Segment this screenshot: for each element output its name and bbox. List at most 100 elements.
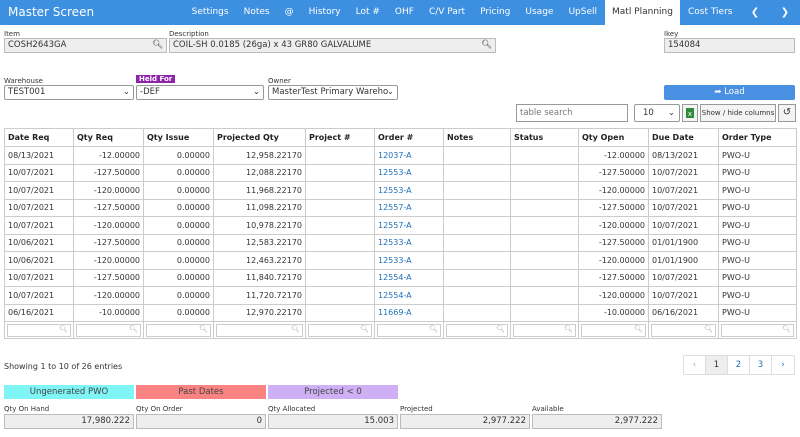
table-cell: 11,840.72170 — [213, 268, 306, 287]
column-header[interactable]: Qty Issue — [143, 128, 214, 147]
refresh-button[interactable]: ↺ — [778, 104, 796, 122]
table-cell[interactable]: 12557-A — [374, 198, 444, 217]
table-cell: PWO-U — [718, 303, 797, 322]
table-cell: PWO-U — [718, 198, 797, 217]
filter-input[interactable]: 🔍︎ — [146, 323, 211, 337]
table-cell: 0.00000 — [143, 216, 214, 235]
column-header[interactable]: Qty Open — [578, 128, 649, 147]
table-cell: -127.50000 — [578, 268, 649, 287]
tab[interactable]: Cost Tiers — [687, 7, 733, 17]
top-bar: Master Screen Settings Notes @ History Lot #… — [0, 0, 800, 25]
warehouse-value: TEST001 — [8, 87, 46, 97]
table-cell[interactable]: 12553-A — [374, 163, 444, 182]
ikey-input[interactable]: 154084 — [664, 38, 795, 53]
table-cell: -120.00000 — [73, 181, 144, 200]
table-cell: 0.00000 — [143, 303, 214, 322]
total-field: Qty On Hand 17,980.222 — [4, 405, 134, 429]
tab-arrow[interactable]: ❯ — [780, 7, 790, 18]
column-header[interactable]: Status — [510, 128, 579, 147]
item-input[interactable]: COSH2643GA 🔍︎ — [4, 38, 167, 53]
table-cell: 10/07/2021 — [648, 216, 719, 235]
filter-input[interactable]: 🔍︎ — [377, 323, 441, 337]
page-next[interactable]: › — [781, 360, 785, 370]
table-cell[interactable]: 12554-A — [374, 286, 444, 305]
held-for-select[interactable]: -DEF ⌄ — [136, 85, 264, 100]
page-link[interactable]: 3 — [750, 356, 772, 374]
filter-input[interactable]: 🔍︎ — [721, 323, 794, 337]
tab[interactable]: OHF — [394, 7, 414, 17]
table-cell: PWO-U — [718, 286, 797, 305]
tab[interactable]: @ — [284, 7, 294, 17]
column-header[interactable]: Project # — [305, 128, 375, 147]
search-icon[interactable]: 🔍︎ — [152, 40, 163, 50]
warehouse-select[interactable]: TEST001 ⌄ — [4, 85, 134, 100]
tab-arrow[interactable]: ❮ — [750, 7, 760, 18]
pagination: ‹ 1 2 3 › — [683, 355, 795, 375]
tab[interactable]: Settings — [191, 7, 229, 17]
column-header[interactable]: Order Type — [718, 128, 797, 147]
description-input[interactable]: COIL-SH 0.0185 (26ga) x 43 GR80 GALVALUM… — [169, 38, 496, 53]
excel-export[interactable]: x — [682, 104, 698, 122]
filter-input[interactable]: 🔍︎ — [216, 323, 303, 337]
filter-input[interactable]: 🔍︎ — [76, 323, 141, 337]
table-cell[interactable]: 12554-A — [374, 268, 444, 287]
table-cell: -127.50000 — [578, 233, 649, 252]
column-header[interactable]: Due Date — [648, 128, 719, 147]
table-cell[interactable]: 12533-A — [374, 251, 444, 270]
tab[interactable]: Pricing — [480, 7, 511, 17]
table-search[interactable]: table search — [516, 104, 628, 122]
empty-cell — [305, 303, 375, 322]
filter-input[interactable]: 🔍︎ — [581, 323, 646, 337]
filter-input[interactable]: 🔍︎ — [7, 323, 71, 337]
tab[interactable]: Lot # — [355, 7, 380, 17]
filter-input[interactable]: 🔍︎ — [651, 323, 716, 337]
page-link[interactable]: 1 — [706, 356, 728, 374]
empty-cell — [443, 163, 511, 182]
filter-input[interactable]: 🔍︎ — [513, 323, 576, 337]
page-link[interactable]: 2 — [728, 356, 750, 374]
table-row: 10/07/2021 -120.00000 0.00000 11,968.22170 1… — [4, 181, 797, 200]
owner-select[interactable]: MasterTest Primary Wareho ⌄ — [268, 85, 398, 100]
tab[interactable]: Usage — [525, 7, 554, 17]
page-size-select[interactable]: 10 ⌄ — [634, 104, 680, 122]
page-prev[interactable]: ‹ — [684, 356, 706, 374]
column-header[interactable]: Order # — [374, 128, 444, 147]
empty-cell — [443, 146, 511, 165]
filter-input[interactable]: 🔍︎ — [446, 323, 508, 337]
column-header[interactable]: Date Req — [4, 128, 74, 147]
search-icon[interactable]: 🔍︎ — [481, 40, 492, 50]
column-header[interactable]: Notes — [443, 128, 511, 147]
tab[interactable]: History — [308, 7, 341, 17]
table-cell[interactable]: 11669-A — [374, 303, 444, 322]
table-cell: -12.00000 — [73, 146, 144, 165]
empty-cell — [443, 198, 511, 217]
empty-cell — [443, 251, 511, 270]
table-cell: -127.50000 — [73, 268, 144, 287]
table-cell: -127.50000 — [578, 198, 649, 217]
table-cell[interactable]: 12533-A — [374, 233, 444, 252]
tab[interactable]: Matl Planning — [604, 0, 681, 25]
tab[interactable]: C/V Part — [428, 7, 466, 17]
columns-button[interactable]: Show / hide columns — [700, 104, 776, 122]
legend-item: Past Dates — [136, 385, 266, 399]
table-cell: PWO-U — [718, 163, 797, 182]
legend-item: Ungenerated PWO — [4, 385, 134, 399]
column-header[interactable]: Projected Qty — [213, 128, 306, 147]
table-cell: 10/07/2021 — [648, 286, 719, 305]
table-cell: -120.00000 — [73, 286, 144, 305]
filter-cell: 🔍︎ — [374, 321, 444, 339]
tab[interactable]: Notes — [243, 7, 270, 17]
dropdown-caret: ⌄ — [122, 87, 130, 97]
table-cell[interactable]: 12557-A — [374, 216, 444, 235]
filter-icon: 🔍︎ — [496, 324, 505, 333]
owner-label: Owner — [268, 77, 291, 85]
load-button[interactable]: ➦ Load — [664, 85, 795, 100]
table-cell[interactable]: 12037-A — [374, 146, 444, 165]
table-cell: PWO-U — [718, 251, 797, 270]
tab[interactable]: UpSell — [568, 7, 598, 17]
table-cell[interactable]: 12553-A — [374, 181, 444, 200]
filter-input[interactable]: 🔍︎ — [308, 323, 372, 337]
column-header[interactable]: Qty Req — [73, 128, 144, 147]
total-label: Available — [532, 405, 564, 413]
description-label: Description — [169, 30, 209, 38]
